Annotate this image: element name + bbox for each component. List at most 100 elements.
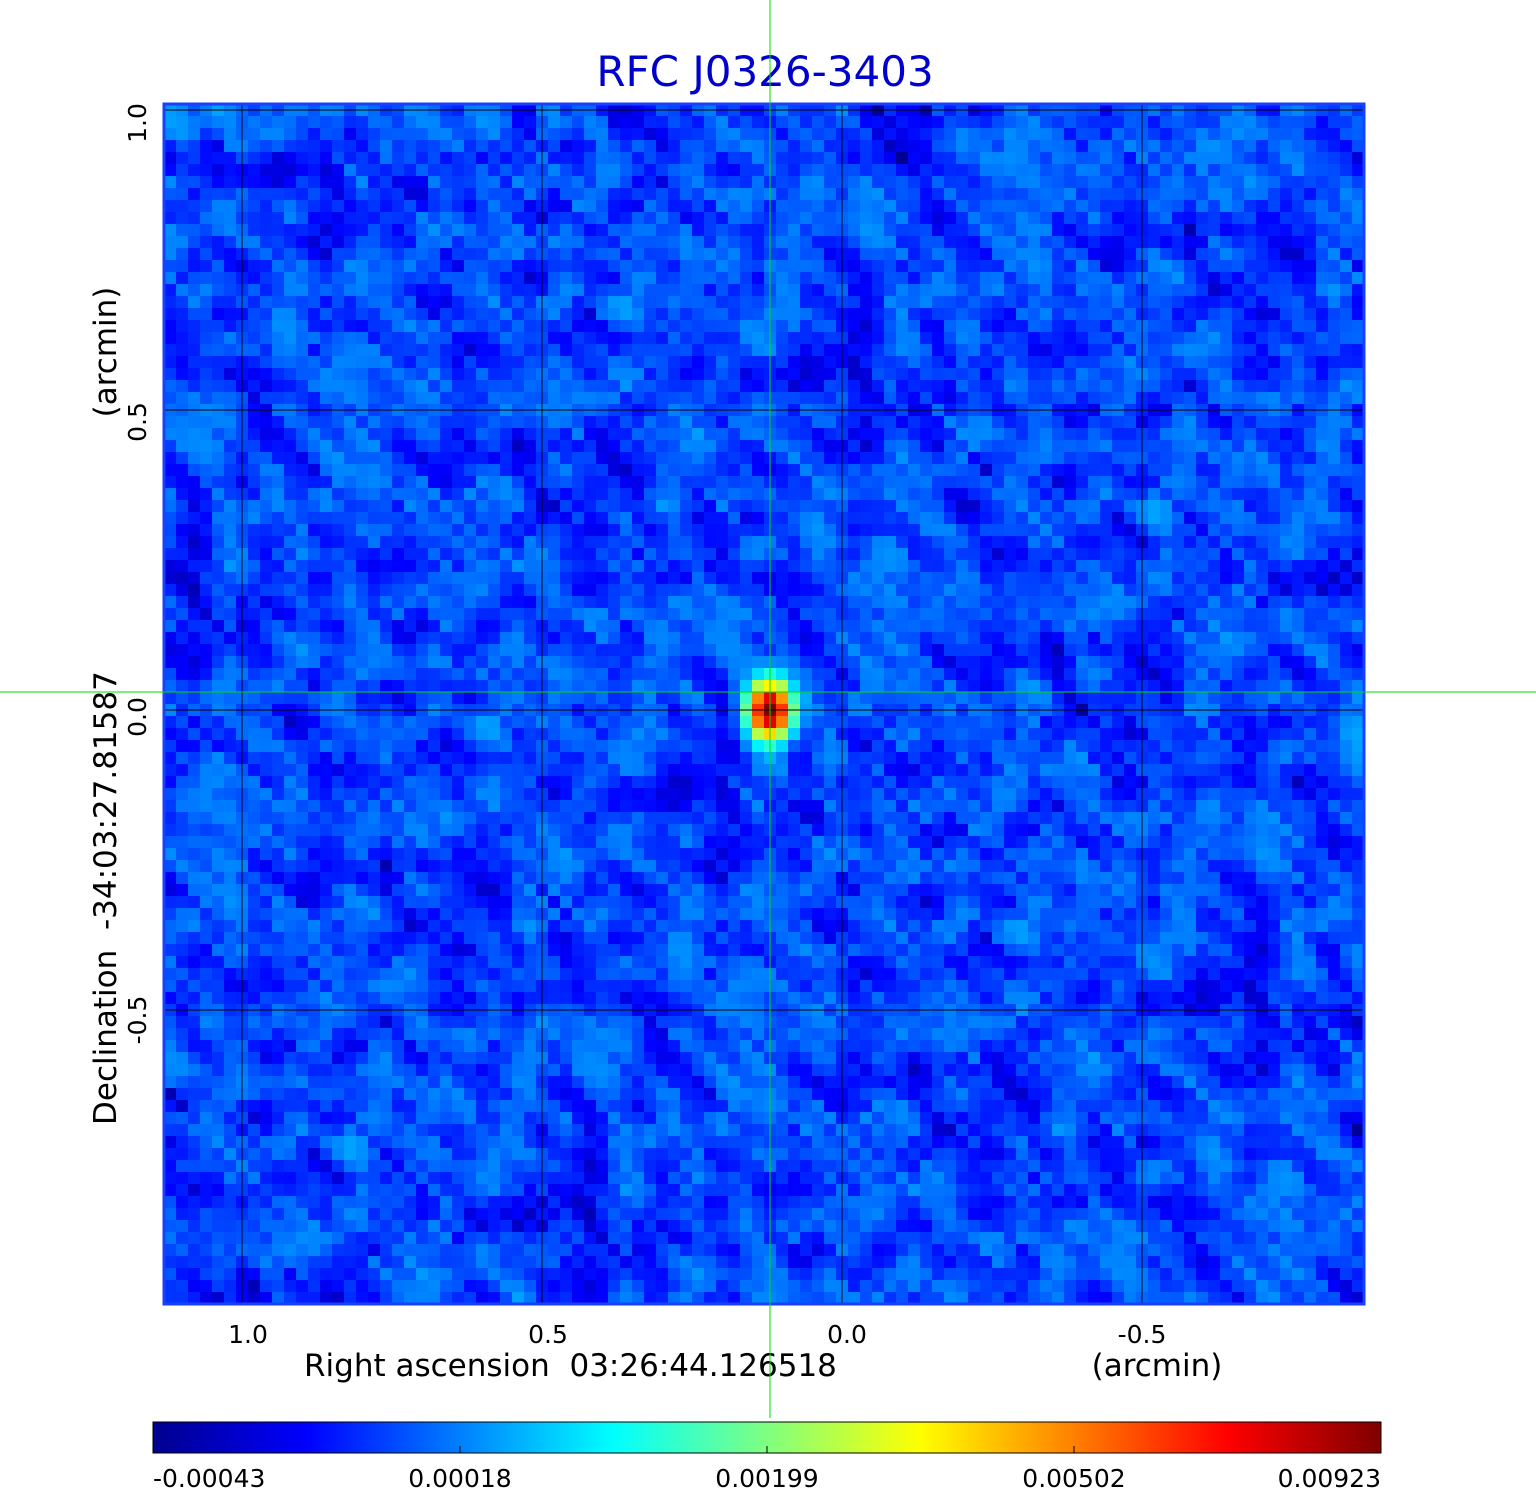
- heatmap-cell: [272, 368, 285, 381]
- heatmap-cell: [1196, 368, 1209, 381]
- heatmap-cell: [476, 116, 489, 129]
- heatmap-cell: [884, 380, 897, 393]
- heatmap-cell: [224, 368, 237, 381]
- heatmap-cell: [1016, 608, 1029, 621]
- heatmap-cell: [1268, 680, 1281, 693]
- heatmap-cell: [1016, 392, 1029, 405]
- heatmap-cell: [320, 212, 333, 225]
- heatmap-cell: [1004, 188, 1017, 201]
- heatmap-cell: [992, 692, 1005, 705]
- heatmap-cell: [860, 368, 873, 381]
- heatmap-cell: [1100, 332, 1113, 345]
- heatmap-cell: [632, 284, 645, 297]
- heatmap-cell: [212, 272, 225, 285]
- heatmap-cell: [464, 236, 477, 249]
- heatmap-cell: [968, 512, 981, 525]
- heatmap-cell: [632, 464, 645, 477]
- heatmap-cell: [776, 128, 789, 141]
- heatmap-cell: [812, 512, 825, 525]
- heatmap-cell: [224, 212, 237, 225]
- heatmap-cell: [740, 632, 753, 645]
- heatmap-cell: [1292, 344, 1305, 357]
- heatmap-cell: [1232, 488, 1245, 501]
- heatmap-cell: [1232, 260, 1245, 273]
- heatmap-cell: [1268, 608, 1281, 621]
- heatmap-cell: [740, 536, 753, 549]
- heatmap-cell: [164, 524, 177, 537]
- heatmap-cell: [1256, 176, 1269, 189]
- heatmap-cell: [1004, 416, 1017, 429]
- heatmap-cell: [668, 176, 681, 189]
- heatmap-cell: [284, 632, 297, 645]
- heatmap-cell: [1256, 620, 1269, 633]
- heatmap-cell: [1124, 428, 1137, 441]
- heatmap-cell: [428, 308, 441, 321]
- heatmap-cell: [260, 356, 273, 369]
- heatmap-cell: [464, 224, 477, 237]
- heatmap-cell: [1220, 332, 1233, 345]
- heatmap-cell: [980, 260, 993, 273]
- heatmap-cell: [1076, 320, 1089, 333]
- heatmap-cell: [1244, 116, 1257, 129]
- heatmap-cell: [512, 428, 525, 441]
- heatmap-cell: [596, 632, 609, 645]
- heatmap-cell: [848, 224, 861, 237]
- heatmap-cell: [1148, 548, 1161, 561]
- heatmap-cell: [1280, 140, 1293, 153]
- heatmap-cell: [1016, 524, 1029, 537]
- heatmap-cell: [1004, 248, 1017, 261]
- heatmap-cell: [1124, 536, 1137, 549]
- heatmap-cell: [788, 596, 801, 609]
- heatmap-cell: [356, 416, 369, 429]
- heatmap-cell: [440, 356, 453, 369]
- heatmap-cell: [416, 200, 429, 213]
- heatmap-cell: [524, 332, 537, 345]
- heatmap-cell: [668, 164, 681, 177]
- heatmap-cell: [1244, 608, 1257, 621]
- heatmap-cell: [1172, 368, 1185, 381]
- heatmap-cell: [896, 260, 909, 273]
- heatmap-cell: [176, 524, 189, 537]
- heatmap-cell: [1280, 380, 1293, 393]
- heatmap-cell: [1268, 392, 1281, 405]
- heatmap-cell: [1064, 584, 1077, 597]
- heatmap-cell: [608, 560, 621, 573]
- heatmap-cell: [176, 512, 189, 525]
- heatmap-cell: [440, 656, 453, 669]
- heatmap-cell: [296, 416, 309, 429]
- heatmap-cell: [752, 188, 765, 201]
- heatmap-cell: [320, 620, 333, 633]
- heatmap-cell: [416, 176, 429, 189]
- heatmap-cell: [332, 560, 345, 573]
- heatmap-cell: [884, 176, 897, 189]
- heatmap-cell: [932, 464, 945, 477]
- heatmap-cell: [740, 176, 753, 189]
- heatmap-cell: [908, 416, 921, 429]
- heatmap-cell: [1100, 524, 1113, 537]
- heatmap-cell: [1292, 416, 1305, 429]
- heatmap-cell: [752, 476, 765, 489]
- heatmap-cell: [464, 284, 477, 297]
- heatmap-cell: [1316, 428, 1329, 441]
- heatmap-cell: [992, 416, 1005, 429]
- heatmap-cell: [188, 488, 201, 501]
- heatmap-cell: [428, 536, 441, 549]
- heatmap-cell: [1328, 680, 1341, 693]
- heatmap-cell: [344, 548, 357, 561]
- heatmap-cell: [572, 308, 585, 321]
- heatmap-cell: [320, 428, 333, 441]
- heatmap-cell: [452, 272, 465, 285]
- heatmap-cell: [956, 188, 969, 201]
- heatmap-cell: [548, 512, 561, 525]
- heatmap-cell: [968, 152, 981, 165]
- heatmap-cell: [1184, 416, 1197, 429]
- heatmap-cell: [1268, 500, 1281, 513]
- heatmap-cell: [296, 368, 309, 381]
- heatmap-cell: [1328, 584, 1341, 597]
- heatmap-cell: [1208, 356, 1221, 369]
- heatmap-cell: [956, 308, 969, 321]
- heatmap-cell: [632, 128, 645, 141]
- heatmap-cell: [476, 440, 489, 453]
- heatmap-cell: [1196, 500, 1209, 513]
- heatmap-cell: [740, 272, 753, 285]
